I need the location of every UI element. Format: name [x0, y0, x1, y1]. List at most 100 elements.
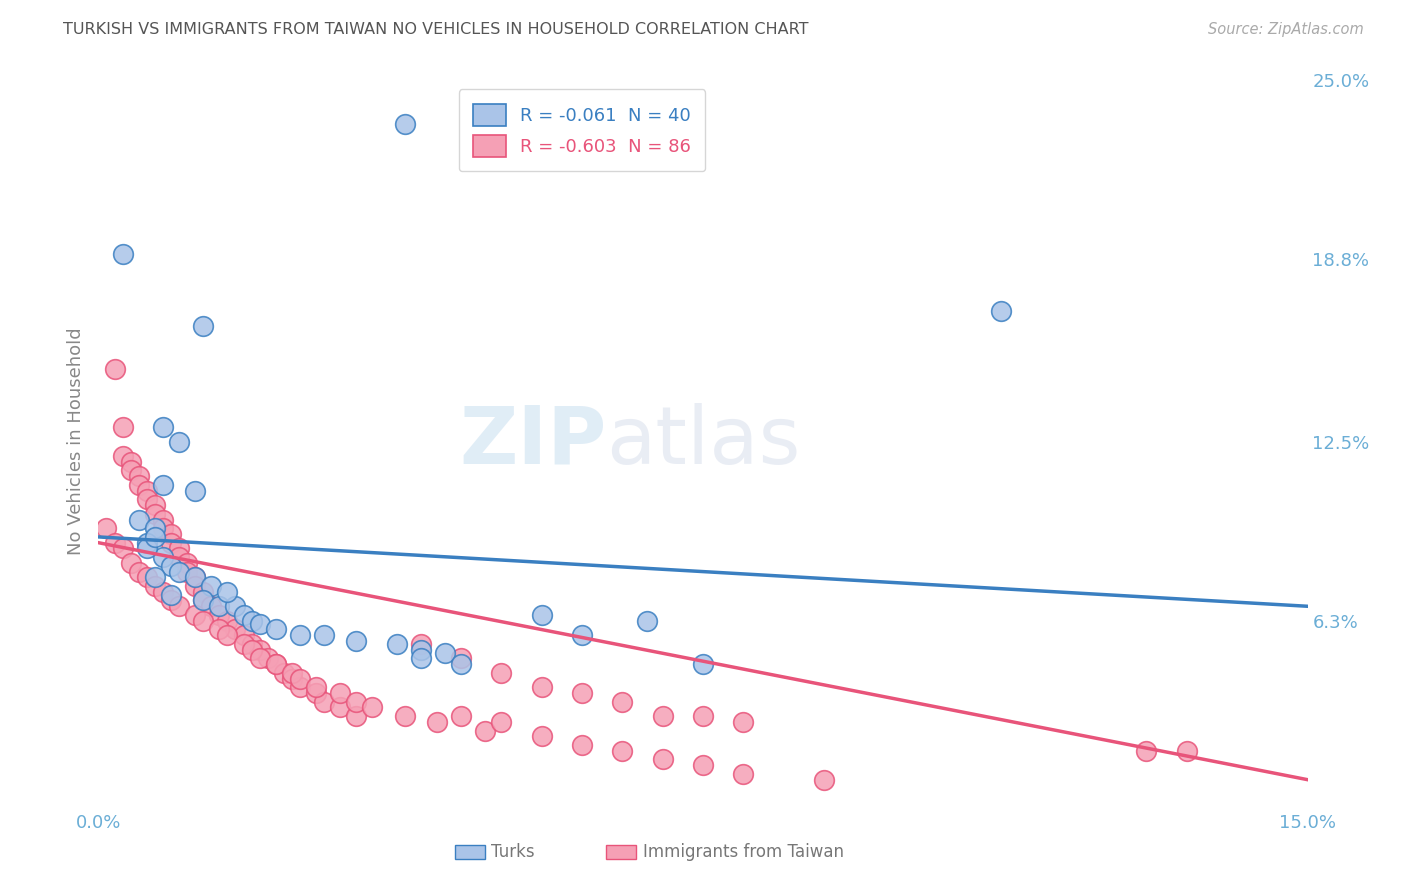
Point	[120, 463, 142, 477]
Point	[240, 642, 263, 657]
Point	[394, 709, 416, 723]
Point	[167, 565, 190, 579]
Point	[160, 535, 183, 549]
Point	[143, 570, 166, 584]
Point	[176, 556, 198, 570]
Point	[128, 469, 150, 483]
Point	[224, 599, 246, 614]
Point	[434, 646, 457, 660]
Point	[193, 318, 215, 333]
Text: Source: ZipAtlas.com: Source: ZipAtlas.com	[1208, 22, 1364, 37]
Point	[256, 651, 278, 665]
Point	[240, 614, 263, 628]
Point	[733, 767, 755, 781]
Point	[167, 550, 190, 565]
Point	[692, 657, 714, 671]
Point	[152, 478, 174, 492]
Point	[571, 738, 593, 752]
Point	[305, 680, 328, 694]
Point	[193, 584, 215, 599]
Point	[143, 530, 166, 544]
Point	[409, 651, 432, 665]
Point	[530, 729, 553, 743]
Point	[329, 686, 352, 700]
Point	[152, 584, 174, 599]
Point	[264, 657, 287, 671]
Point	[184, 579, 207, 593]
Point	[329, 700, 352, 714]
Bar	[606, 845, 637, 859]
Point	[305, 686, 328, 700]
Point	[143, 507, 166, 521]
Point	[184, 570, 207, 584]
Point	[249, 642, 271, 657]
Point	[249, 651, 271, 665]
Point	[692, 758, 714, 772]
Text: atlas: atlas	[606, 402, 800, 481]
Point	[314, 628, 336, 642]
Point	[184, 570, 207, 584]
Point	[394, 117, 416, 131]
Point	[120, 556, 142, 570]
Point	[571, 628, 593, 642]
Point	[160, 558, 183, 573]
Point	[111, 449, 134, 463]
Point	[135, 492, 157, 507]
Point	[208, 599, 231, 614]
Point	[281, 665, 304, 680]
Y-axis label: No Vehicles in Household: No Vehicles in Household	[66, 327, 84, 556]
Point	[232, 607, 254, 622]
Point	[264, 657, 287, 671]
Point	[692, 709, 714, 723]
Point	[193, 593, 215, 607]
Point	[409, 642, 432, 657]
Point	[990, 304, 1012, 318]
Bar	[456, 845, 485, 859]
Point	[143, 498, 166, 512]
Point	[1135, 744, 1157, 758]
Point	[152, 420, 174, 434]
Point	[450, 657, 472, 671]
Point	[193, 614, 215, 628]
Point	[651, 752, 673, 766]
Point	[249, 616, 271, 631]
Point	[208, 607, 231, 622]
Point	[128, 478, 150, 492]
Point	[240, 637, 263, 651]
Point	[120, 455, 142, 469]
Point	[612, 744, 634, 758]
Point	[530, 680, 553, 694]
Point	[208, 623, 231, 637]
Point	[143, 579, 166, 593]
Point	[103, 362, 125, 376]
Point	[426, 714, 449, 729]
Point	[217, 628, 239, 642]
Point	[111, 246, 134, 260]
Point	[344, 709, 367, 723]
Point	[184, 607, 207, 622]
Point	[103, 535, 125, 549]
Point	[288, 672, 311, 686]
Point	[135, 535, 157, 549]
Point	[571, 686, 593, 700]
Text: ZIP: ZIP	[458, 402, 606, 481]
Point	[160, 593, 183, 607]
Point	[281, 672, 304, 686]
Point	[167, 599, 190, 614]
Point	[128, 512, 150, 526]
Point	[152, 550, 174, 565]
Text: Immigrants from Taiwan: Immigrants from Taiwan	[643, 843, 844, 861]
Point	[167, 434, 190, 449]
Point	[160, 588, 183, 602]
Point	[264, 623, 287, 637]
Point	[491, 714, 513, 729]
Point	[474, 723, 496, 738]
Point	[217, 614, 239, 628]
Point	[450, 709, 472, 723]
Point	[733, 714, 755, 729]
Point	[167, 541, 190, 556]
Point	[176, 565, 198, 579]
Point	[491, 665, 513, 680]
Point	[135, 570, 157, 584]
Point	[385, 637, 408, 651]
